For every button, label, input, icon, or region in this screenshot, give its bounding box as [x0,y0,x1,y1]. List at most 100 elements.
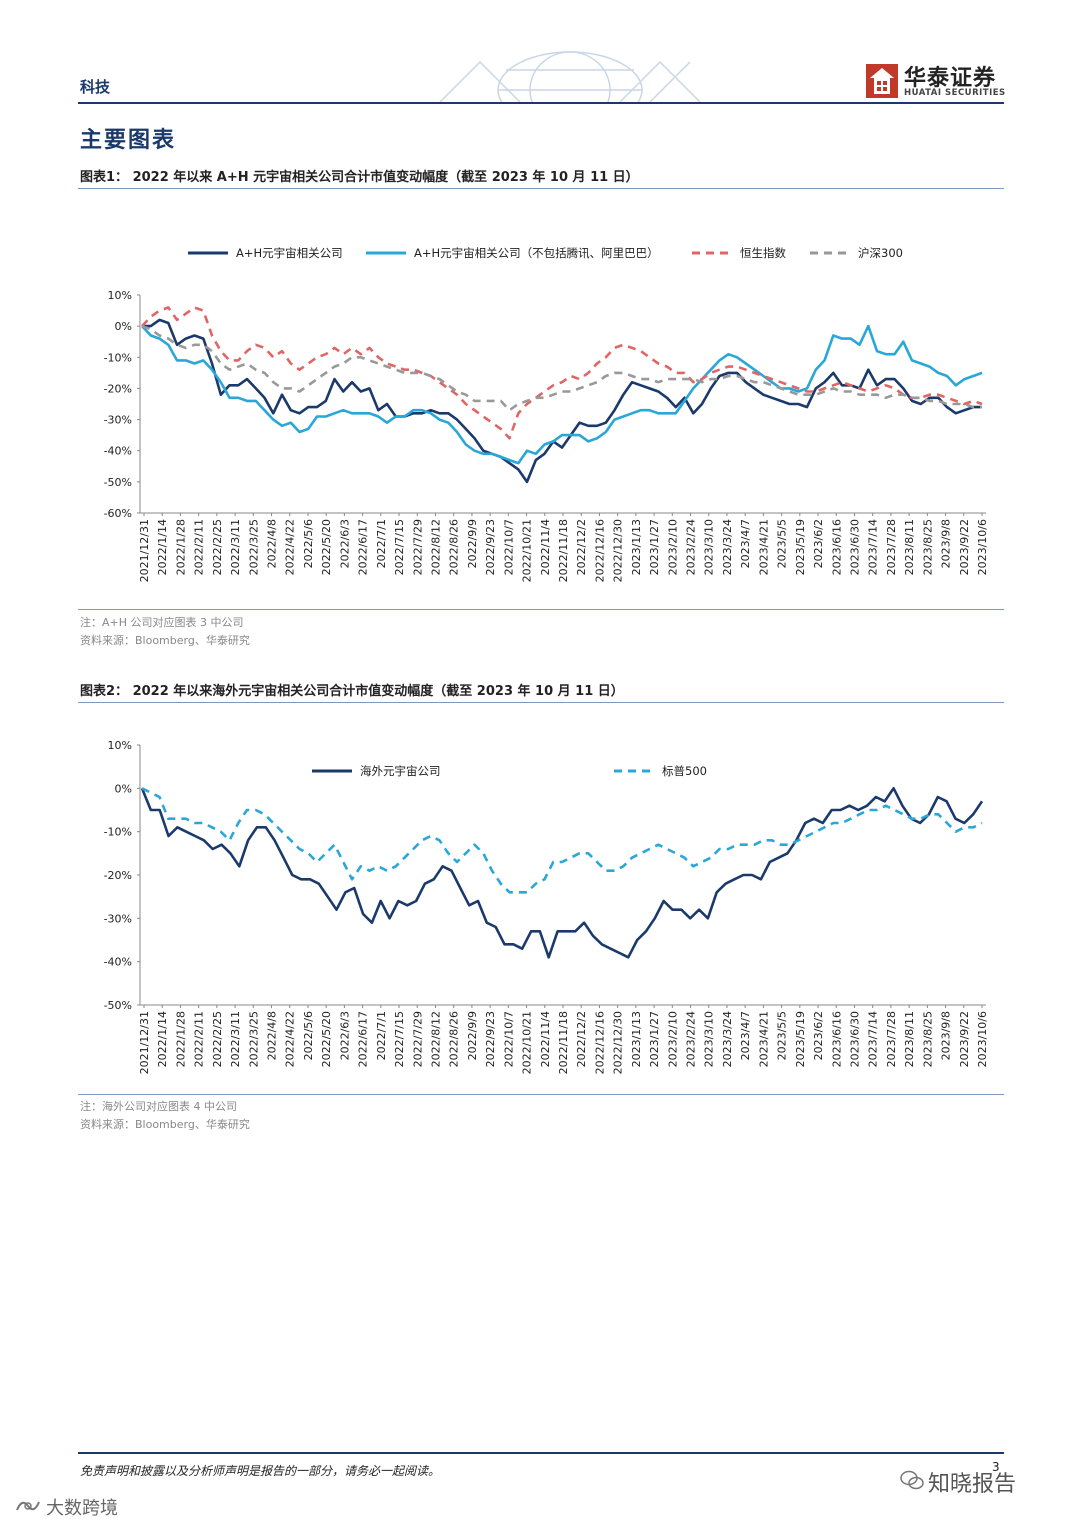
section-tag: 科技 [80,78,111,96]
watermark-left: 大数跨境 [46,1498,118,1519]
x-tick-label: 2023/6/2 [812,519,825,568]
x-tick-label: 2022/12/2 [575,519,588,575]
x-tick-label: 2023/8/11 [903,1011,916,1067]
x-tick-label: 2023/6/2 [812,1011,825,1060]
x-tick-label: 2023/7/28 [885,1011,898,1067]
watermark-right: 知晓报告 [928,1472,1017,1497]
x-tick-label: 2022/2/25 [211,519,224,575]
y-tick-label: -10% [104,826,132,839]
legend-label-1: 海外元宇宙公司 [360,764,441,778]
x-tick-label: 2023/6/30 [848,1011,861,1067]
y-tick-label: -30% [104,414,132,427]
x-tick-label: 2022/3/25 [247,1011,260,1067]
x-tick-label: 2023/1/13 [630,1011,643,1067]
y-tick-label: -60% [104,507,132,520]
x-tick-label: 2022/4/8 [266,519,279,568]
x-tick-label: 2022/3/11 [229,1011,242,1067]
x-tick-label: 2023/9/8 [940,1011,953,1060]
x-tick-label: 2023/4/7 [739,1011,752,1060]
x-tick-label: 2022/10/21 [521,519,534,582]
x-tick-label: 2022/6/3 [338,1011,351,1060]
x-tick-label: 2022/1/28 [174,519,187,575]
series-line-4 [141,324,982,412]
x-tick-label: 2022/4/22 [284,519,297,575]
x-tick-label: 2022/4/8 [266,1011,279,1060]
footer-divider [78,1452,1004,1454]
x-tick-label: 2022/2/25 [211,1011,224,1067]
x-tick-label: 2022/7/29 [411,519,424,575]
x-tick-label: 2022/8/12 [429,519,442,575]
x-tick-label: 2022/2/11 [193,519,206,575]
y-tick-label: -50% [104,476,132,489]
x-tick-label: 2022/3/25 [247,519,260,575]
figure-1-note: 注：A+H 公司对应图表 3 中公司 [80,616,244,629]
x-tick-label: 2022/10/7 [502,1011,515,1067]
figure-2-title: 图表2： 2022 年以来海外元宇宙相关公司合计市值变动幅度（截至 2023 年… [80,684,624,699]
x-tick-label: 2022/10/21 [521,1011,534,1074]
x-tick-label: 2021/12/31 [138,1011,151,1074]
x-tick-label: 2022/10/7 [502,519,515,575]
logo-text-en: HUATAI SECURITIES [904,88,1006,98]
legend-label-4: 沪深300 [858,246,903,260]
x-tick-label: 2023/9/8 [940,519,953,568]
x-tick-label: 2022/12/2 [575,1011,588,1067]
y-tick-label: 10% [108,289,132,302]
x-tick-label: 2022/6/3 [338,519,351,568]
x-tick-label: 2022/11/18 [557,519,570,582]
y-tick-label: -10% [104,351,132,364]
x-tick-label: 2022/11/4 [539,1011,552,1067]
wechat-icon [900,1470,924,1490]
y-tick-label: -20% [104,382,132,395]
legend-label-1: A+H元宇宙相关公司 [236,246,343,260]
figure-2-top-rule [78,702,1004,703]
x-tick-label: 2022/8/26 [448,1011,461,1067]
x-tick-label: 2022/7/1 [375,1011,388,1060]
x-tick-label: 2023/3/24 [721,1011,734,1067]
figure-1-title: 图表1： 2022 年以来 A+H 元宇宙相关公司合计市值变动幅度（截至 202… [80,170,639,185]
y-tick-label: 0% [115,320,132,333]
x-tick-label: 2022/6/17 [357,519,370,575]
x-tick-label: 2022/9/23 [484,1011,497,1067]
y-tick-label: 10% [108,739,132,752]
x-tick-label: 2023/2/10 [666,1011,679,1067]
x-tick-label: 2021/12/31 [138,519,151,582]
x-tick-label: 2022/4/22 [284,1011,297,1067]
x-tick-label: 2022/7/29 [411,1011,424,1067]
footer-disclaimer: 免责声明和披露以及分析师声明是报告的一部分，请务必一起阅读。 [80,1464,441,1478]
x-tick-label: 2023/7/14 [867,519,880,575]
x-tick-label: 2023/9/22 [958,1011,971,1067]
x-tick-label: 2023/2/10 [666,519,679,575]
x-tick-label: 2022/5/6 [302,519,315,568]
logo-text-cn: 华泰证券 [904,66,997,91]
series-line-2 [141,787,983,894]
x-tick-label: 2022/11/4 [539,519,552,575]
figure-2-bottom-rule [78,1094,1004,1095]
y-tick-label: -20% [104,869,132,882]
x-tick-label: 2022/9/9 [466,519,479,568]
y-tick-label: 0% [115,782,132,795]
x-tick-label: 2023/5/19 [794,1011,807,1067]
x-tick-label: 2023/5/5 [776,519,789,568]
chart-2: 10% 0% -10% -20% -30% -40% -50% 2021/12/31 2022/… [104,739,989,1074]
header-globe-decoration [439,51,701,104]
x-tick-label: 2022/12/16 [593,1011,606,1074]
x-tick-label: 2023/1/27 [648,519,661,575]
x-tick-label: 2023/4/21 [757,1011,770,1067]
x-tick-label: 2023/6/16 [830,1011,843,1067]
x-tick-label: 2022/9/9 [466,1011,479,1060]
x-tick-label: 2022/8/12 [429,1011,442,1067]
legend-label-3: 恒生指数 [740,246,786,260]
y-tick-label: -50% [104,999,132,1012]
figure-1-source: 资料来源：Bloomberg、华泰研究 [80,634,250,647]
x-tick-label: 2023/6/30 [848,519,861,575]
x-tick-label: 2023/2/24 [685,1011,698,1067]
x-tick-label: 2022/1/14 [156,1011,169,1067]
x-tick-label: 2023/7/14 [867,1011,880,1067]
page-number: 3 [992,1460,1000,1474]
x-tick-label: 2022/12/30 [612,1011,625,1074]
page-title: 主要图表 [80,128,177,153]
x-tick-label: 2023/8/25 [921,1011,934,1067]
x-tick-label: 2023/8/11 [903,519,916,575]
x-tick-label: 2023/1/13 [630,519,643,575]
x-tick-label: 2023/10/6 [976,1011,989,1067]
